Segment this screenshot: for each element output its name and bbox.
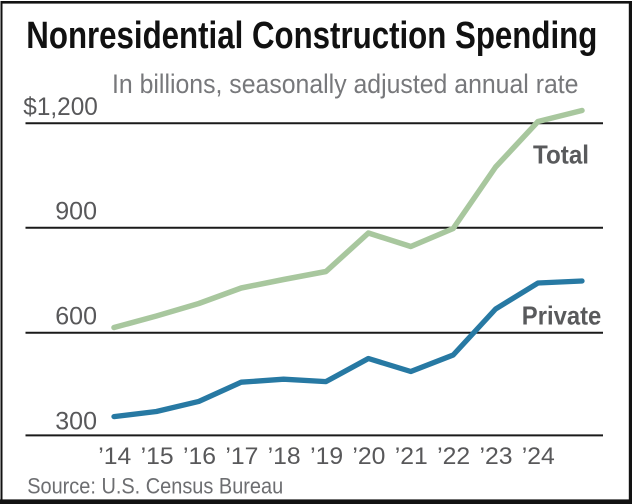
svg-text:’15: ’15 (141, 443, 174, 470)
svg-text:’23: ’23 (480, 443, 513, 470)
svg-text:’21: ’21 (395, 443, 428, 470)
svg-text:’16: ’16 (183, 443, 216, 470)
svg-text:Total: Total (533, 139, 589, 169)
svg-text:In billions, seasonally adjust: In billions, seasonally adjusted annual … (112, 69, 579, 99)
svg-text:Source: U.S. Census Bureau: Source: U.S. Census Bureau (27, 474, 283, 499)
svg-text:’22: ’22 (437, 443, 470, 470)
svg-text:600: 600 (55, 303, 97, 331)
svg-text:Nonresidential Construction Sp: Nonresidential Construction Spending (26, 15, 597, 57)
svg-text:’14: ’14 (98, 443, 131, 470)
svg-text:’20: ’20 (352, 443, 385, 470)
svg-text:’18: ’18 (268, 443, 301, 470)
svg-text:900: 900 (55, 198, 97, 226)
svg-text:Private: Private (522, 301, 602, 331)
svg-text:$1,200: $1,200 (23, 93, 98, 121)
svg-text:’19: ’19 (310, 443, 343, 470)
svg-text:’24: ’24 (522, 443, 555, 470)
svg-text:300: 300 (55, 407, 97, 435)
svg-text:’17: ’17 (225, 443, 258, 470)
